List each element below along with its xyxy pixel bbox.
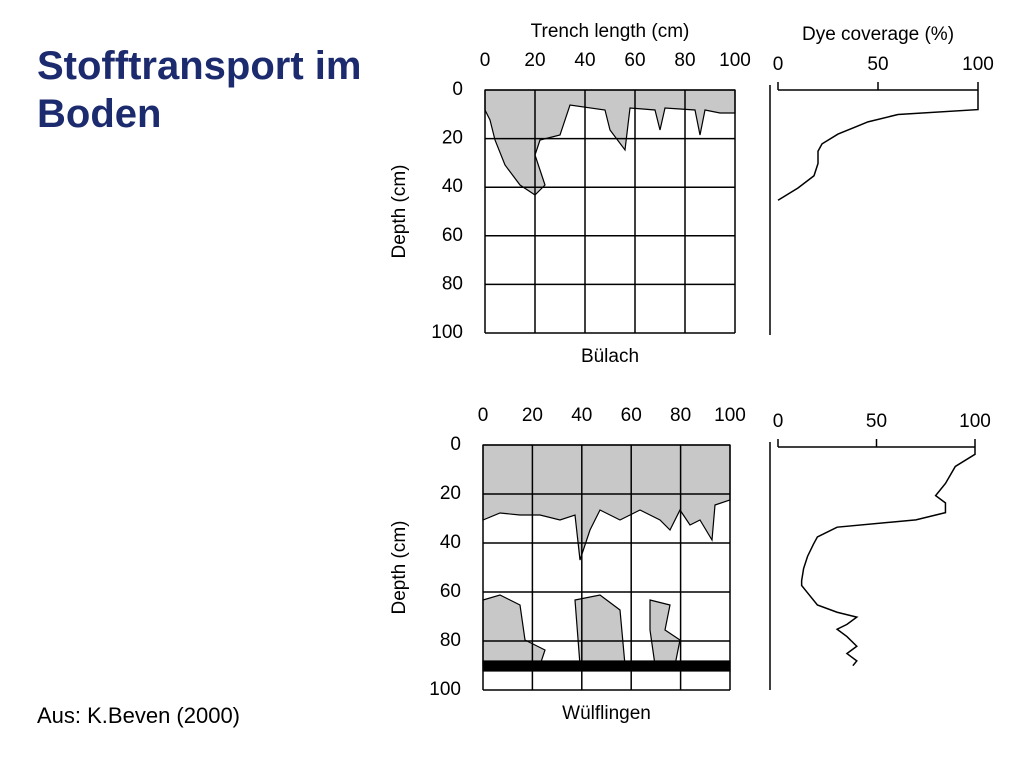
y-tick-label: 80 [440, 630, 461, 651]
x-tick-label: 80 [670, 405, 691, 426]
x-tick-label: 100 [962, 54, 994, 75]
x-tick-label: 0 [478, 405, 489, 426]
stain [484, 89, 736, 196]
y-tick-label: 100 [431, 322, 463, 343]
x-tick-label: 0 [773, 411, 784, 432]
stain [482, 444, 731, 561]
x-tick-label: 50 [867, 54, 888, 75]
stain [649, 599, 681, 666]
x-tick-label: 40 [574, 50, 595, 71]
stain [482, 594, 546, 666]
y-tick-label: 20 [440, 483, 461, 504]
x-axis-label: Dye coverage (%) [802, 24, 954, 45]
x-tick-label: 50 [866, 411, 887, 432]
x-tick-label: 40 [571, 405, 592, 426]
stain [574, 594, 626, 666]
bedrock-band [482, 660, 731, 672]
x-tick-label: 60 [621, 405, 642, 426]
y-tick-label: 40 [442, 176, 463, 197]
stain-shading [482, 89, 736, 672]
x-tick-label: 0 [773, 54, 784, 75]
x-tick-label: 80 [674, 50, 695, 71]
y-tick-label: 60 [442, 225, 463, 246]
y-axis-label: Depth (cm) [389, 521, 410, 615]
x-tick-label: 20 [522, 405, 543, 426]
y-tick-label: 60 [440, 581, 461, 602]
x-tick-label: 100 [714, 405, 746, 426]
dye-profile [777, 90, 979, 201]
slide-title: Stofftransport im Boden [37, 44, 362, 136]
source: Aus: K.Beven (2000) [37, 703, 241, 728]
y-tick-label: 0 [450, 434, 461, 455]
y-axis-label: Depth (cm) [389, 165, 410, 259]
caption: Wülflingen [562, 703, 651, 724]
y-tick-label: 0 [452, 79, 463, 100]
x-tick-label: 100 [959, 411, 991, 432]
y-tick-label: 40 [440, 532, 461, 553]
x-tick-label: 0 [480, 50, 491, 71]
x-tick-label: 100 [719, 50, 751, 71]
x-tick-label: 60 [624, 50, 645, 71]
y-tick-label: 20 [442, 128, 463, 149]
x-tick-label: 20 [524, 50, 545, 71]
caption: Bülach [581, 346, 639, 367]
y-tick-label: 80 [442, 273, 463, 294]
y-tick-label: 100 [429, 679, 461, 700]
x-axis-label: Trench length (cm) [531, 21, 690, 42]
dye-profile [800, 447, 976, 667]
